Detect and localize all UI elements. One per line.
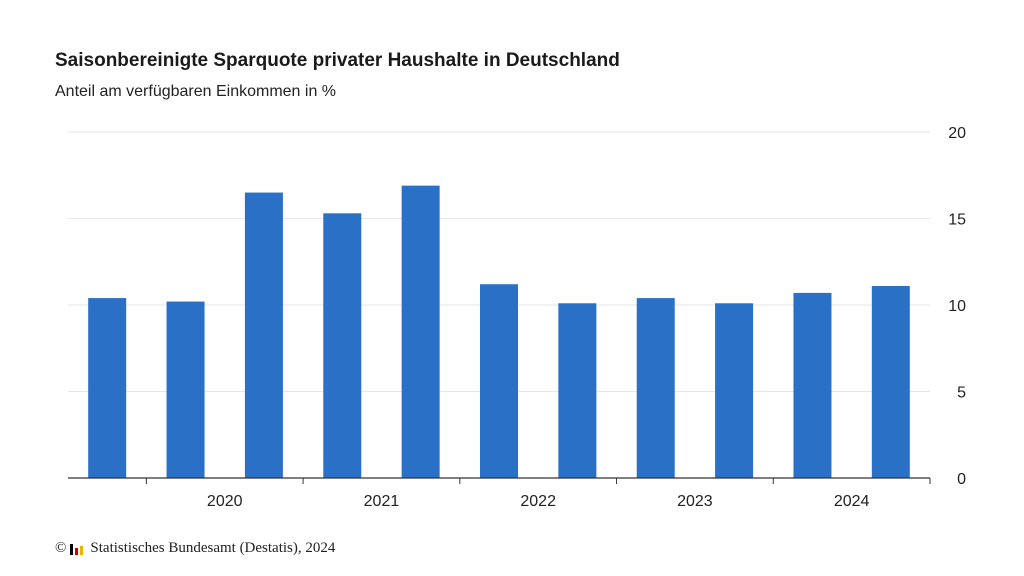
destatis-logo-icon [70, 542, 84, 555]
y-axis-ticks: 0 5 10 15 20 [948, 125, 966, 488]
chart-title: Saisonbereinigte Sparquote privater Haus… [55, 50, 620, 71]
y-tick-label: 10 [948, 298, 966, 315]
x-tick-label: 2021 [364, 493, 400, 510]
bar [88, 298, 127, 478]
bar [558, 303, 597, 478]
bar [715, 303, 754, 478]
bar [636, 298, 675, 478]
x-tick-label: 2023 [677, 493, 713, 510]
x-tick-label: 2022 [520, 493, 556, 510]
bar [244, 192, 283, 479]
y-tick-label: 5 [957, 385, 966, 402]
bar [401, 185, 440, 478]
bars [88, 185, 910, 479]
bar [323, 213, 362, 478]
bar [480, 284, 518, 478]
y-tick-label: 20 [948, 125, 966, 142]
bar [793, 292, 832, 478]
x-tick-label: 2024 [834, 493, 870, 510]
bar [871, 285, 910, 478]
bar [166, 301, 205, 478]
chart-subtitle: Anteil am verfügbaren Einkommen in % [55, 83, 337, 100]
y-tick-label: 0 [957, 471, 966, 488]
source-footer: © Statistisches Bundesamt (Destatis), 20… [55, 540, 335, 557]
y-tick-label: 15 [948, 212, 966, 229]
source-text: Statistisches Bundesamt (Destatis), 2024 [90, 540, 336, 556]
x-axis [68, 477, 931, 484]
copyright-symbol: © [55, 540, 67, 556]
x-tick-label: 2020 [207, 493, 243, 510]
x-axis-ticks: 2020 2021 2022 2023 2024 [207, 493, 870, 510]
